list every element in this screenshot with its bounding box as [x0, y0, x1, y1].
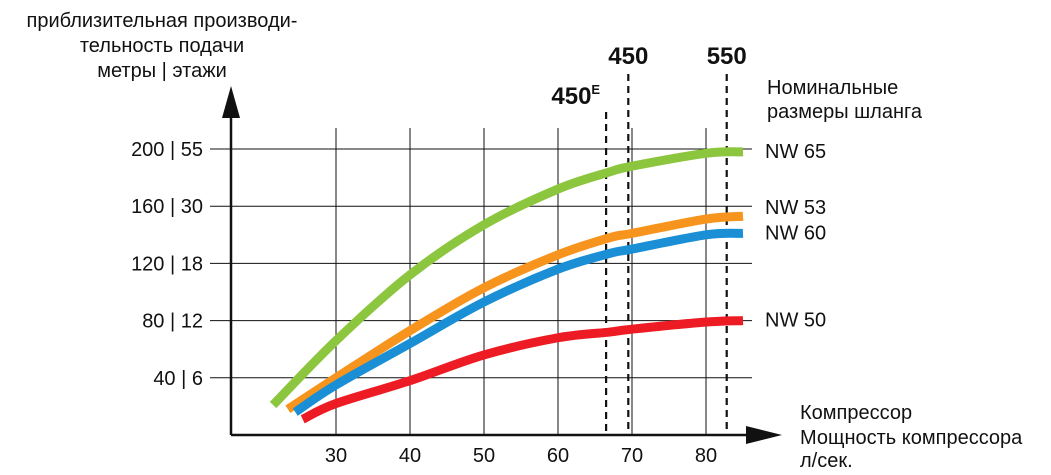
- axis-layer: [222, 86, 782, 444]
- x-axis-title-line-1: Компрессор: [800, 402, 912, 424]
- model-marker-label: 550: [707, 43, 747, 70]
- series-label: NW 50: [765, 310, 826, 332]
- y-axis-title-line-1: приблизительная производи-: [27, 10, 298, 32]
- x-axis-title-line-2: Мощность компрессора: [800, 427, 1023, 449]
- y-tick-label: 120 | 18: [131, 253, 203, 275]
- x-tick-label: 70: [621, 445, 643, 467]
- model-marker-label: 450E: [551, 82, 600, 110]
- x-tick-label: 30: [325, 445, 347, 467]
- x-axis-arrow-icon: [746, 426, 782, 444]
- x-tick-label: 60: [547, 445, 569, 467]
- series-label-layer: 450E 450 550 NW 65 NW 53 NW 60 NW 50: [551, 43, 826, 332]
- x-tick-label: 40: [399, 445, 421, 467]
- series-curve: [292, 228, 744, 416]
- model-marker-layer: [604, 74, 728, 435]
- series-label: NW 60: [765, 222, 826, 244]
- legend-title-line-1: Номинальные: [767, 77, 898, 99]
- curve-layer: [269, 147, 744, 424]
- y-tick-label: 200 | 55: [131, 139, 203, 161]
- y-tick-label: 80 | 12: [142, 311, 203, 333]
- y-axis-title-line-3: метры | этажи: [97, 60, 227, 82]
- series-curve: [269, 147, 744, 409]
- y-axis-title-line-2: тельность подачи: [80, 35, 244, 57]
- tick-label-layer: 30 40 50 60 70 80 40 | 6 80 | 12 120 | 18 160 | 3…: [131, 139, 717, 467]
- x-tick-label: 80: [695, 445, 717, 467]
- series-curve: [285, 211, 744, 414]
- x-tick-label: 50: [473, 445, 495, 467]
- series-curve: [300, 316, 744, 424]
- x-axis-title-line-3: л/сек.: [800, 450, 853, 470]
- y-tick-label: 40 | 6: [153, 368, 203, 390]
- y-tick-label: 160 | 30: [131, 196, 203, 218]
- y-axis-arrow-icon: [222, 86, 240, 118]
- series-label: NW 53: [765, 197, 826, 219]
- model-marker-label: 450: [608, 43, 648, 70]
- legend-title-line-2: размеры шланга: [767, 101, 923, 123]
- series-label: NW 65: [765, 141, 826, 163]
